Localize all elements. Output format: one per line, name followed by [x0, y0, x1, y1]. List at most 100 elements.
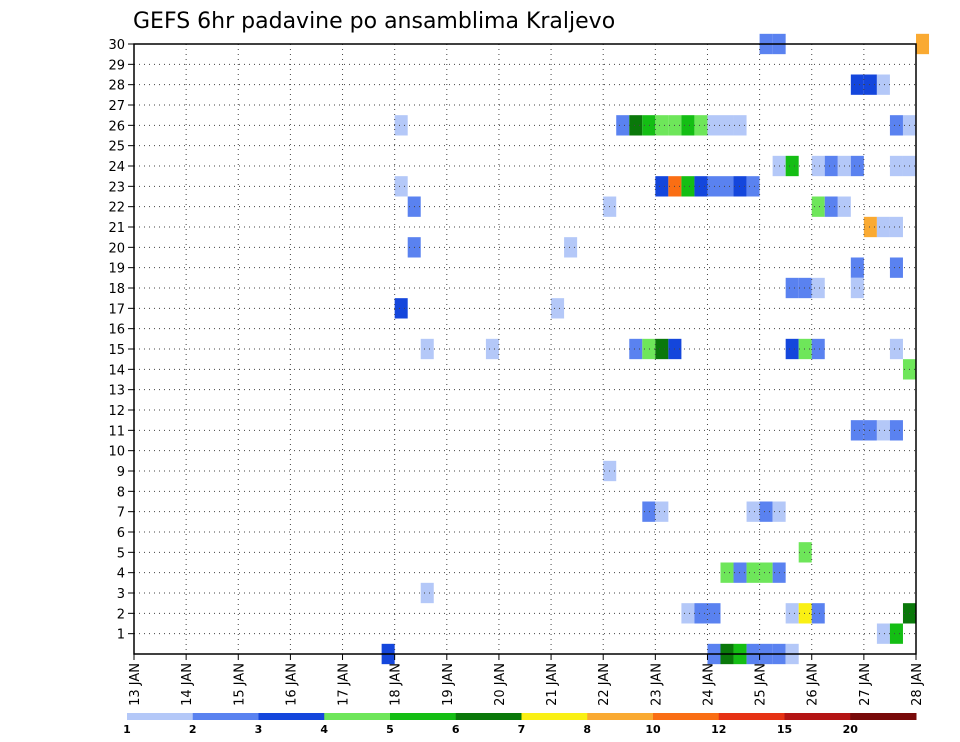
colorbar: 1 2 3 4 5 6 7 8 10 12 15 20 [123, 713, 917, 736]
heat-cell [798, 542, 812, 563]
heat-cell [759, 562, 773, 583]
heat-cell [811, 196, 825, 217]
y-tick-label: 21 [108, 221, 125, 236]
heat-cell [889, 338, 903, 360]
x-tick-label: 18 JAN [389, 663, 404, 706]
heat-cell [394, 115, 408, 136]
heat-cell [733, 115, 747, 136]
heat-cell [863, 74, 877, 95]
y-tick-label: 19 [108, 262, 125, 277]
y-tick-label: 16 [108, 323, 125, 338]
heat-cell [629, 338, 643, 360]
heat-cell [785, 603, 799, 624]
cells-layer [381, 33, 930, 665]
y-tick-label: 20 [108, 241, 125, 256]
colorbar-swatch [127, 713, 194, 720]
y-tick-label: 1 [117, 628, 125, 643]
x-tick-label: 19 JAN [441, 663, 456, 706]
heat-cell [420, 338, 434, 360]
y-tick-label: 2 [117, 607, 125, 622]
y-axis: 1234567891011121314151617181920212223242… [108, 38, 134, 643]
colorbar-label: 12 [711, 723, 726, 736]
colorbar-label: 10 [645, 723, 661, 736]
heat-cell [811, 277, 825, 299]
colorbar-label: 4 [320, 723, 328, 736]
x-tick-label: 20 JAN [493, 663, 508, 706]
heat-cell [655, 338, 669, 360]
y-tick-label: 13 [108, 384, 125, 399]
colorbar-label: 2 [189, 723, 197, 736]
heat-cell [850, 277, 864, 299]
y-tick-label: 4 [117, 567, 125, 582]
heat-cell [876, 74, 890, 95]
heat-cell [720, 562, 734, 583]
heat-cell [694, 115, 708, 136]
y-tick-label: 25 [108, 140, 125, 155]
heat-cell [889, 623, 903, 644]
heat-cell [642, 115, 656, 136]
y-tick-label: 6 [117, 526, 125, 541]
colorbar-swatch [850, 713, 917, 720]
y-tick-label: 28 [108, 79, 125, 94]
heat-cell [681, 176, 695, 197]
heat-cell [863, 216, 877, 238]
y-tick-label: 7 [117, 506, 125, 521]
y-tick-label: 9 [117, 465, 125, 480]
colorbar-label: 15 [777, 723, 792, 736]
colorbar-label: 7 [518, 723, 526, 736]
y-tick-label: 3 [117, 587, 125, 602]
heat-cell [564, 237, 578, 258]
heat-cell [863, 420, 877, 441]
colorbar-label: 20 [843, 723, 859, 736]
colorbar-swatch [258, 713, 325, 720]
heat-cell [889, 420, 903, 441]
y-tick-label: 18 [108, 282, 125, 297]
y-tick-label: 15 [108, 343, 125, 358]
heat-cell [811, 338, 825, 360]
heat-cell [694, 603, 708, 624]
x-tick-label: 23 JAN [649, 663, 664, 706]
y-tick-label: 14 [108, 363, 125, 378]
heat-cell [850, 74, 864, 95]
heat-cell [824, 196, 838, 217]
heat-cell [824, 155, 838, 177]
heat-cell [681, 603, 695, 624]
x-tick-label: 25 JAN [754, 663, 769, 706]
heat-cell [629, 115, 643, 136]
heat-cell [655, 176, 669, 197]
heat-cell [707, 176, 721, 197]
y-tick-label: 26 [108, 119, 125, 134]
colorbar-swatch [653, 713, 720, 720]
x-tick-label: 27 JAN [858, 663, 873, 706]
y-tick-label: 23 [108, 180, 125, 195]
heat-cell [798, 277, 812, 299]
colorbar-swatch [192, 713, 259, 720]
y-tick-label: 17 [108, 302, 125, 317]
x-tick-label: 13 JAN [128, 663, 143, 706]
colorbar-label: 5 [386, 723, 394, 736]
heat-cell [642, 501, 656, 522]
heat-cell [551, 298, 565, 319]
heat-cell [785, 155, 799, 177]
heat-cell [733, 562, 747, 583]
x-tick-label: 16 JAN [284, 663, 299, 706]
colorbar-swatch [784, 713, 851, 720]
y-tick-label: 11 [108, 424, 125, 439]
colorbar-swatch [587, 713, 654, 720]
x-axis: 13 JAN 14 JAN 15 JAN 16 JAN 17 JAN 18 JAN 19 J… [128, 654, 925, 706]
heat-cell [889, 115, 903, 136]
heat-cell [876, 420, 890, 441]
heat-cell [485, 338, 499, 360]
heat-cell [889, 216, 903, 238]
colorbar-swatch [455, 713, 522, 720]
heat-cell [850, 257, 864, 278]
y-tick-label: 5 [117, 546, 125, 561]
y-tick-label: 8 [117, 485, 125, 500]
heat-cell [798, 603, 812, 624]
heat-cell [785, 277, 799, 299]
heat-cell [694, 176, 708, 197]
y-tick-label: 22 [108, 201, 125, 216]
heat-cell [876, 623, 890, 644]
y-tick-label: 27 [108, 99, 125, 114]
